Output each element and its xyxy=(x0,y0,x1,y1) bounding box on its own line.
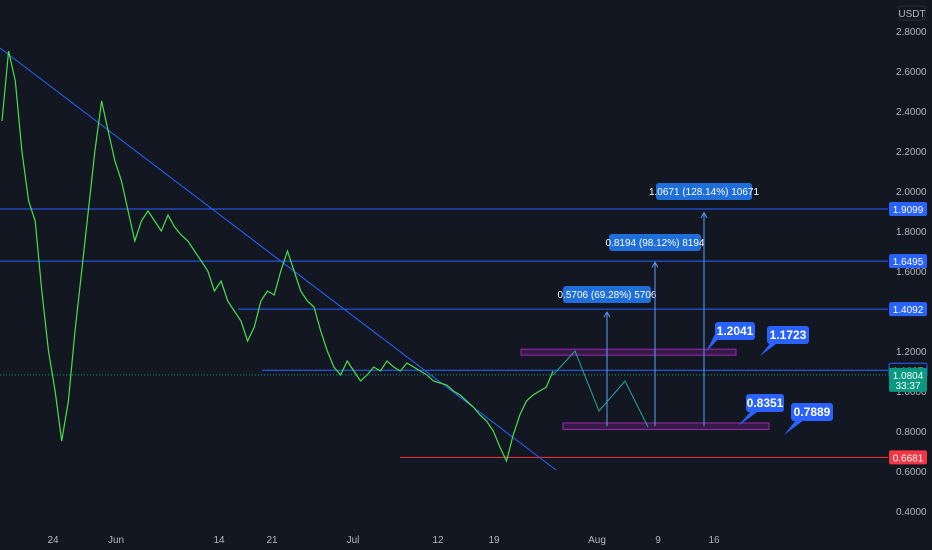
x-tick-label: 19 xyxy=(488,535,500,546)
projection-path xyxy=(552,350,649,428)
callout-label: 0.8351 xyxy=(747,396,784,410)
horizontal-levels xyxy=(0,208,888,458)
y-tick-label: 2.0000 xyxy=(896,187,927,198)
y-tick-label: 0.6000 xyxy=(896,467,927,478)
price-zones xyxy=(520,348,770,430)
y-tick-label: 0.8000 xyxy=(896,427,927,438)
x-tick-label: Jun xyxy=(108,535,124,546)
measure-box xyxy=(609,234,701,251)
descending-trendline[interactable] xyxy=(0,47,557,471)
y-tick-label: 2.2000 xyxy=(896,147,927,158)
level-price-tag xyxy=(889,450,927,465)
y-tick-label: 2.4000 xyxy=(896,107,927,118)
measurement-arrows: 0.5706 (69.28%) 5706 0.8194 (98.12%) 8194… xyxy=(558,183,760,427)
y-tick-label: 0.4000 xyxy=(896,507,927,518)
measure-arrowhead xyxy=(651,261,659,268)
y-tick-label: 1.2000 xyxy=(896,347,927,358)
bar-countdown-label: 33:37 xyxy=(895,381,920,392)
callout-label: 1.1723 xyxy=(770,328,807,342)
price-callouts: 1.2041 1.1723 0.8351 0.7889 xyxy=(706,322,833,435)
y-tick-label: 1.6000 xyxy=(896,267,927,278)
measure-label: 1.0671 (128.14%) 10671 xyxy=(649,187,760,198)
measure-box xyxy=(563,286,651,303)
callout-box xyxy=(715,322,755,340)
x-tick-label: 12 xyxy=(432,535,444,546)
currency-label: USDT xyxy=(898,9,925,20)
callout-box xyxy=(791,403,833,421)
time-axis[interactable]: 24 Jun 14 21 Jul 12 19 Aug 9 16 xyxy=(47,535,720,546)
level-price-label: 0.6681 xyxy=(893,453,924,464)
x-tick-label: 16 xyxy=(708,535,720,546)
x-tick-label: Aug xyxy=(588,535,606,546)
measure-label: 0.8194 (98.12%) 8194 xyxy=(606,238,705,249)
price-zone[interactable] xyxy=(562,422,770,430)
currency-badge: USDT xyxy=(898,5,926,21)
level-price-tag xyxy=(889,202,927,217)
y-tick-label: 1.8000 xyxy=(896,227,927,238)
current-price-label: 1.0804 xyxy=(893,371,924,382)
y-tick-label: 1.0000 xyxy=(896,387,927,398)
price-series-line xyxy=(1,50,554,463)
measure-arrowhead xyxy=(603,311,611,318)
x-tick-label: 9 xyxy=(655,535,661,546)
x-tick-label: 21 xyxy=(266,535,278,546)
callout-label: 1.2041 xyxy=(717,324,754,338)
measure-label: 0.5706 (69.28%) 5706 xyxy=(558,290,657,301)
x-tick-label: 14 xyxy=(213,535,225,546)
callout-pointer xyxy=(760,341,780,356)
x-tick-label: Jul xyxy=(347,535,360,546)
x-tick-label: 24 xyxy=(47,535,59,546)
price-axis-tags: 1.90991.64951.40921.10370.66811.080433:3… xyxy=(888,202,928,465)
callout-pointer xyxy=(738,410,760,426)
measure-arrowhead xyxy=(700,211,708,219)
price-zone[interactable] xyxy=(520,348,737,356)
level-price-tag xyxy=(889,302,927,317)
level-price-label: 1.4092 xyxy=(893,305,924,316)
y-tick-label: 2.8000 xyxy=(896,27,927,38)
measure-box xyxy=(656,183,752,200)
callout-box xyxy=(746,394,784,412)
callout-box xyxy=(767,326,809,344)
callout-label: 0.7889 xyxy=(794,405,831,419)
callout-pointer xyxy=(784,420,804,435)
level-price-tag xyxy=(889,254,927,269)
current-price-tag xyxy=(889,367,927,392)
level-price-label: 1.9099 xyxy=(893,205,924,216)
y-tick-label: 2.6000 xyxy=(896,67,927,78)
level-price-label: 1.6495 xyxy=(893,257,924,268)
